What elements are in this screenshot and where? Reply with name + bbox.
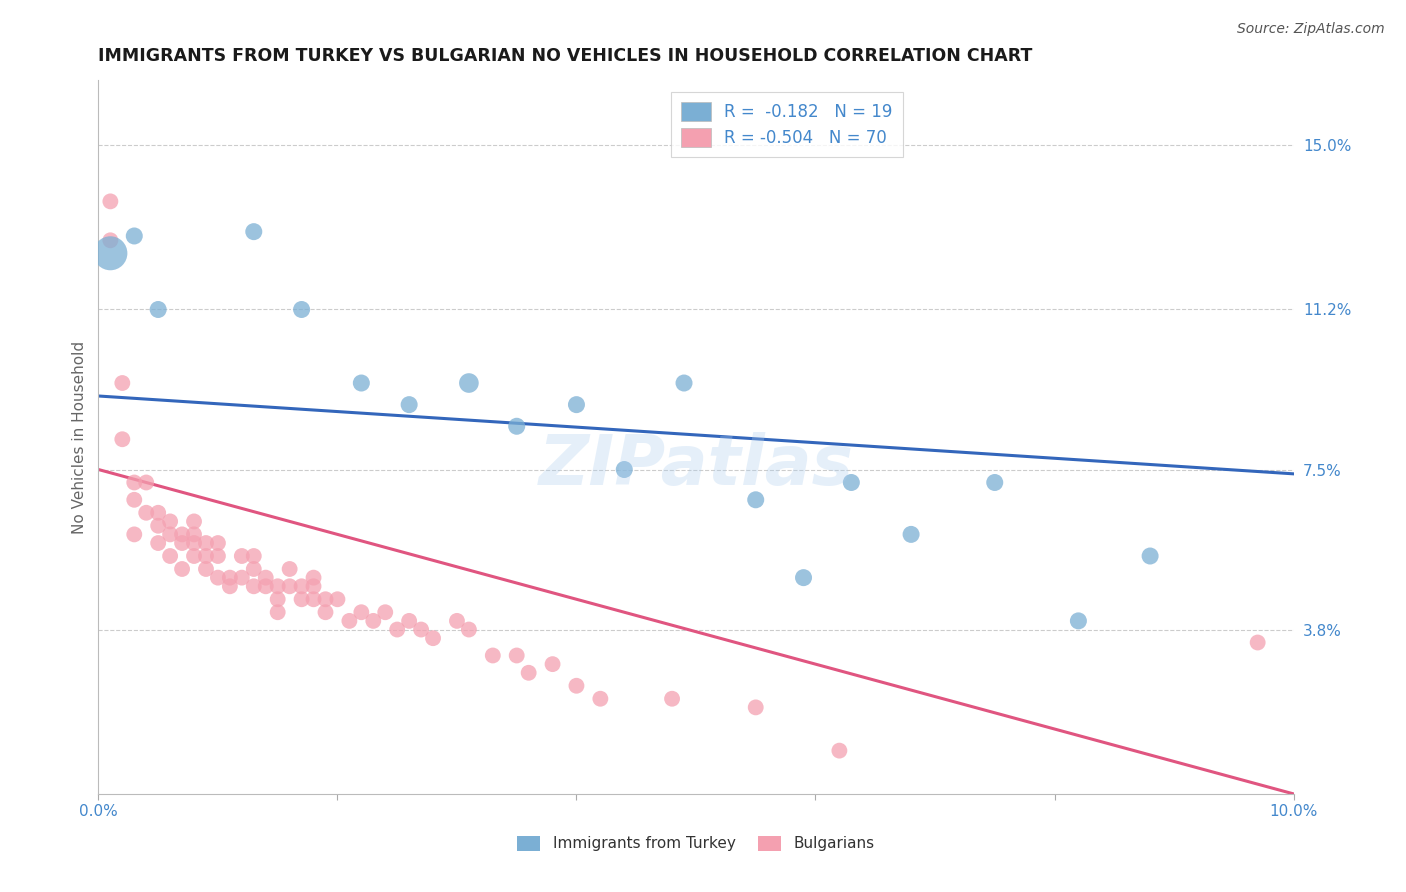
Point (231, 549, 253, 563)
Point (589, 691, 612, 706)
Point (565, 398, 588, 412)
Point (159, 549, 181, 563)
Point (148, 518, 170, 533)
Point (267, 592, 290, 607)
Point (302, 579, 325, 593)
Point (254, 579, 277, 593)
Point (398, 398, 420, 412)
Y-axis label: No Vehicles in Household: No Vehicles in Household (72, 341, 87, 533)
Point (1067, 614, 1090, 628)
Point (124, 229, 146, 244)
Point (446, 614, 468, 628)
Point (302, 571, 325, 585)
Text: ZIPatlas: ZIPatlas (538, 432, 853, 500)
Point (159, 527, 181, 541)
Point (291, 592, 314, 607)
Point (315, 605, 337, 619)
Point (661, 691, 683, 706)
Point (172, 562, 194, 576)
Point (207, 536, 229, 550)
Point (148, 506, 170, 520)
Point (291, 579, 314, 593)
Point (339, 614, 361, 628)
Point (841, 475, 863, 490)
Point (385, 623, 409, 637)
Point (291, 302, 314, 317)
Point (135, 475, 157, 490)
Point (1247, 635, 1270, 649)
Point (183, 536, 205, 550)
Point (374, 605, 396, 619)
Point (98, 246, 122, 260)
Point (254, 571, 277, 585)
Text: IMMIGRANTS FROM TURKEY VS BULGARIAN NO VEHICLES IN HOUSEHOLD CORRELATION CHART: IMMIGRANTS FROM TURKEY VS BULGARIAN NO V… (98, 47, 1033, 65)
Point (422, 631, 444, 645)
Point (243, 549, 266, 563)
Point (673, 376, 696, 390)
Point (183, 527, 205, 541)
Point (243, 579, 266, 593)
Point (219, 571, 242, 585)
Point (411, 623, 433, 637)
Point (900, 527, 922, 541)
Point (267, 605, 290, 619)
Point (195, 536, 218, 550)
Point (135, 506, 157, 520)
Point (458, 623, 481, 637)
Point (506, 419, 529, 434)
Point (517, 665, 540, 680)
Legend: Immigrants from Turkey, Bulgarians: Immigrants from Turkey, Bulgarians (512, 830, 880, 857)
Point (350, 376, 373, 390)
Point (148, 536, 170, 550)
Point (565, 679, 588, 693)
Point (363, 614, 385, 628)
Point (98, 233, 122, 247)
Point (195, 562, 218, 576)
Point (984, 475, 1007, 490)
Point (231, 571, 253, 585)
Point (302, 592, 325, 607)
Point (745, 492, 768, 507)
Point (207, 571, 229, 585)
Point (793, 571, 815, 585)
Point (124, 527, 146, 541)
Point (183, 549, 205, 563)
Point (278, 579, 301, 593)
Point (219, 579, 242, 593)
Point (350, 605, 373, 619)
Point (243, 562, 266, 576)
Point (124, 475, 146, 490)
Point (124, 492, 146, 507)
Point (98, 194, 122, 209)
Point (315, 592, 337, 607)
Point (482, 648, 505, 663)
Point (183, 515, 205, 529)
Point (506, 648, 529, 663)
Point (172, 536, 194, 550)
Point (326, 592, 349, 607)
Point (148, 302, 170, 317)
Point (745, 700, 768, 714)
Point (172, 527, 194, 541)
Point (159, 515, 181, 529)
Text: Source: ZipAtlas.com: Source: ZipAtlas.com (1237, 22, 1385, 37)
Point (458, 376, 481, 390)
Point (267, 579, 290, 593)
Point (243, 225, 266, 239)
Point (195, 549, 218, 563)
Point (613, 462, 636, 476)
Point (111, 376, 134, 390)
Point (828, 744, 851, 758)
Point (278, 562, 301, 576)
Point (207, 549, 229, 563)
Point (111, 432, 134, 446)
Point (398, 614, 420, 628)
Point (1139, 549, 1161, 563)
Point (541, 657, 564, 672)
